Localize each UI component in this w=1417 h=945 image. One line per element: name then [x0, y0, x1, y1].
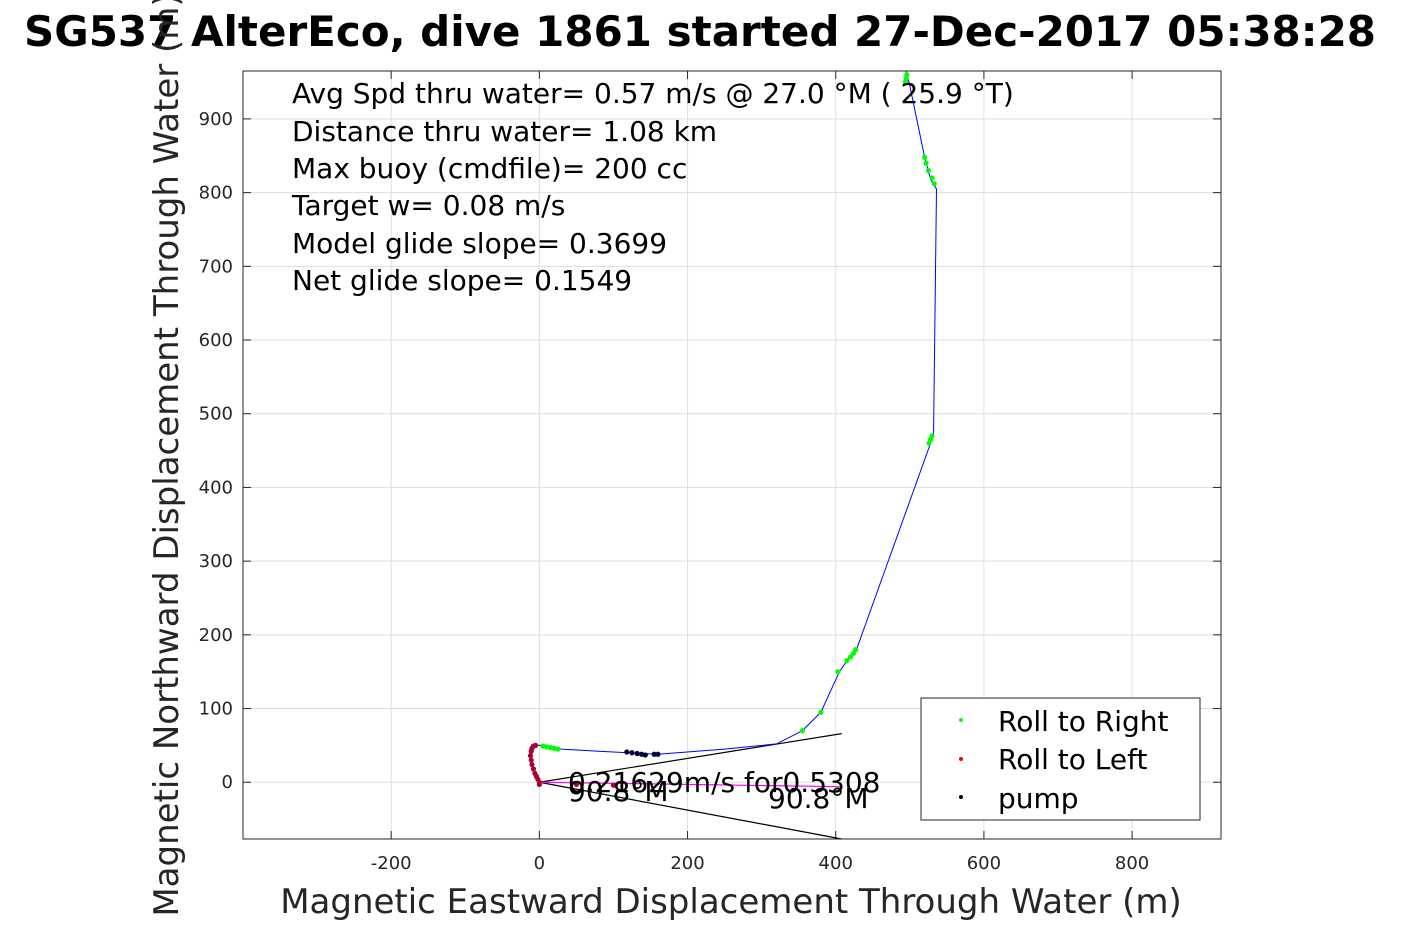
annotation-target-w: Target w= 0.08 m/s: [291, 189, 565, 222]
annotation-avg-speed: Avg Spd thru water= 0.57 m/s @ 27.0 °M (…: [292, 77, 1014, 110]
plot-content: [527, 70, 937, 840]
marker-roll-right: [925, 167, 931, 174]
y-tick-label: 800: [199, 183, 233, 204]
annotation-net-glide: Net glide slope= 0.1549: [292, 264, 632, 297]
heading-label-1: 90.8°M: [568, 775, 669, 808]
marker-roll-left: [527, 753, 534, 759]
marker-roll-left: [573, 781, 580, 788]
current-speed-label: 0.21629m/s for0.5308: [568, 766, 880, 799]
legend-roll-right-marker: [959, 718, 963, 722]
marker-pump: [642, 752, 648, 758]
marker-pump: [651, 751, 657, 757]
y-tick-label: 700: [199, 256, 233, 277]
marker-pump: [624, 749, 630, 755]
reference-lines: [539, 733, 842, 840]
marker-roll-right: [923, 160, 929, 166]
annotation-max-buoy: Max buoy (cmdfile)= 200 cc: [292, 152, 687, 185]
marker-roll-left: [533, 742, 539, 748]
y-tick-label: 900: [199, 109, 233, 130]
marker-roll-left: [529, 761, 535, 768]
legend: Roll to Right Roll to Left pump: [920, 697, 1201, 821]
marker-roll-left: [610, 782, 617, 788]
legend-pump-label: pump: [998, 782, 1079, 815]
marker-roll-right: [799, 728, 805, 734]
data-markers: [527, 72, 937, 788]
legend-roll-right-label: Roll to Right: [998, 705, 1169, 738]
marker-roll-right: [904, 72, 910, 78]
annotation-distance: Distance thru water= 1.08 km: [292, 115, 717, 148]
marker-pump: [634, 750, 640, 757]
marker-roll-right: [931, 181, 937, 187]
heading-wedge-upper: [539, 733, 842, 783]
x-tick-label: 200: [670, 853, 704, 874]
y-tick-label: 200: [199, 625, 233, 646]
y-tick-labels: 0 100 200 300 400 500 600 700 800 900: [199, 109, 233, 793]
y-tick-label: 400: [199, 477, 233, 498]
y-tick-label: 500: [199, 404, 233, 425]
plot-frame: [242, 70, 1222, 840]
marker-pump: [629, 750, 635, 756]
annotation-model-glide: Model glide slope= 0.3699: [292, 227, 667, 260]
marker-roll-right: [929, 175, 935, 181]
annotation-block: Avg Spd thru water= 0.57 m/s @ 27.0 °M (…: [291, 77, 1014, 297]
x-tick-label: 800: [1115, 853, 1149, 874]
marker-roll-right: [929, 433, 935, 439]
marker-roll-right: [555, 746, 561, 752]
chart-title: SG537 AlterEco, dive 1861 started 27-Dec…: [24, 7, 1376, 56]
heading-label-2: 90.8°M: [768, 782, 869, 815]
x-tick-label: 600: [967, 853, 1001, 874]
legend-box: [920, 697, 1201, 821]
y-tick-label: 0: [222, 772, 233, 793]
marker-roll-right: [835, 669, 841, 675]
x-tick-label: -200: [371, 853, 412, 874]
x-tick-label: 0: [534, 853, 545, 874]
marker-roll-right: [818, 709, 824, 715]
marker-roll-left: [536, 781, 542, 788]
legend-pump-marker: [959, 795, 963, 799]
y-tick-label: 100: [199, 699, 233, 720]
current-vector: [539, 781, 840, 788]
x-tick-labels: -200 0 200 400 600 800: [371, 853, 1150, 874]
marker-roll-right: [847, 654, 854, 660]
x-axis-label: Magnetic Eastward Displacement Through W…: [280, 882, 1182, 922]
marker-roll-left: [528, 757, 534, 763]
y-axis-label: Magnetic Northward Displacement Through …: [147, 0, 187, 917]
x-tick-label: 400: [819, 853, 853, 874]
marker-roll-right: [922, 154, 928, 160]
y-tick-label: 600: [199, 330, 233, 351]
y-tick-label: 300: [199, 551, 233, 572]
legend-roll-left-label: Roll to Left: [998, 743, 1147, 776]
marker-roll-right: [844, 658, 850, 664]
marker-roll-right: [853, 646, 859, 653]
marker-pump: [655, 751, 661, 757]
marker-roll-left: [530, 766, 537, 772]
legend-roll-left-marker: [959, 757, 963, 761]
marker-roll-left: [532, 770, 538, 777]
heading-wedge-lower: [539, 781, 842, 840]
